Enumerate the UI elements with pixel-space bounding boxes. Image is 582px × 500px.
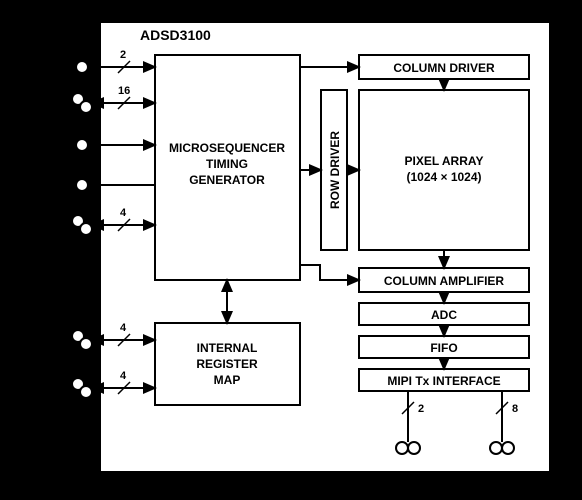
bus-width-left-6: 4	[120, 370, 127, 382]
pixel-array-l2: (1024 × 1024)	[406, 170, 481, 184]
bus-width-left-0: 2	[120, 49, 126, 61]
irm-l2: REGISTER	[196, 357, 258, 371]
microsequencer-l2: TIMING	[206, 157, 248, 171]
row-driver-label: ROW DRIVER	[328, 131, 342, 209]
irm-l1: INTERNAL	[197, 341, 258, 355]
pixel-array-l1: PIXEL ARRAY	[405, 154, 484, 168]
mipi-label: MIPI Tx INTERFACE	[387, 374, 500, 388]
chip-title: ADSD3100	[140, 27, 211, 43]
bus-width-left-5: 4	[120, 322, 127, 334]
column-amp-label: COLUMN AMPLIFIER	[384, 274, 505, 288]
microsequencer-l3: GENERATOR	[189, 173, 265, 187]
column-driver-label: COLUMN DRIVER	[393, 61, 495, 75]
bus-width-bottom-1: 8	[512, 403, 518, 415]
bus-width-left-1: 16	[118, 85, 130, 97]
fifo-label: FIFO	[430, 341, 457, 355]
adc-label: ADC	[431, 308, 457, 322]
bus-width-bottom-0: 2	[418, 403, 424, 415]
bus-width-left-4: 4	[120, 207, 127, 219]
microsequencer-l1: MICROSEQUENCER	[169, 141, 285, 155]
irm-l3: MAP	[214, 373, 241, 387]
